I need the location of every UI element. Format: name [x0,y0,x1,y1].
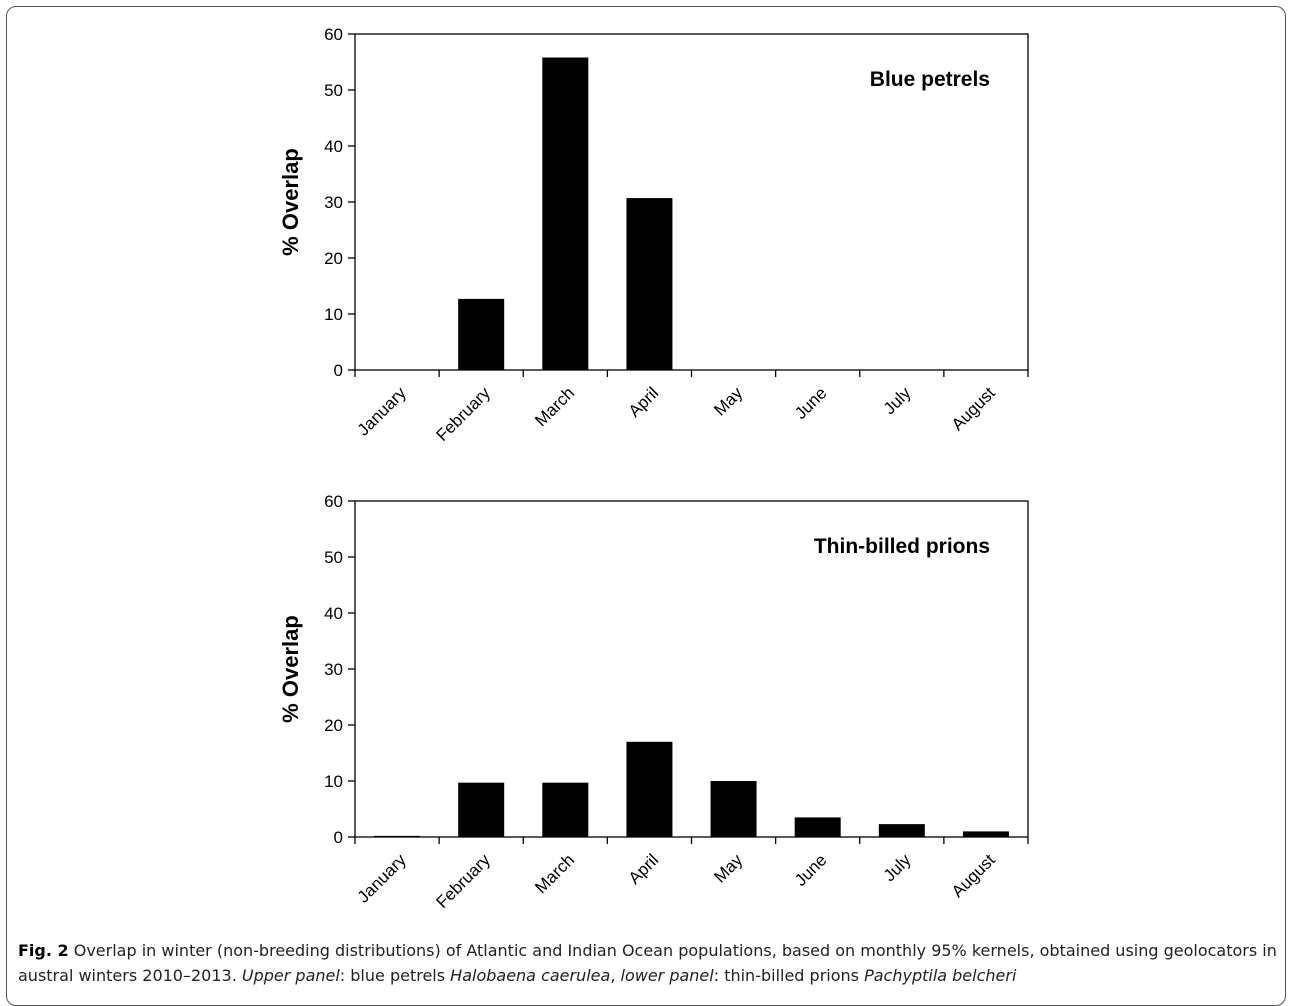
y-tick-label: 30 [324,660,343,679]
caption-text-2: : blue petrels [339,966,451,985]
y-tick-label: 60 [324,25,343,44]
x-tick-label: March [531,850,578,897]
species-1: Halobaena caerulea [450,966,611,985]
bar [962,831,1009,837]
caption-text-3: , [610,966,621,985]
y-tick-label: 40 [324,137,343,156]
figure-caption: Fig. 2 Overlap in winter (non-breeding d… [18,938,1280,988]
lower-panel-label: lower panel [620,966,714,985]
panel-title: Blue petrels [870,68,990,91]
x-tick-label: July [880,383,915,418]
x-tick-label: May [710,850,746,886]
x-tick-label: March [531,383,578,430]
bar [710,781,757,837]
bar [542,57,589,371]
x-tick-label: April [625,850,662,887]
upper-panel-label: Upper panel [241,966,340,985]
x-tick-label: July [880,850,915,885]
lower-panel: 0 10 20 30 40 50 60 January February March April Ma… [278,492,1029,912]
x-tick-label: May [710,383,746,419]
y-tick-label: 20 [324,249,343,268]
caption-text-1: Overlap in winter (non-breeding distribu… [18,941,1277,985]
fig-label: Fig. 2 [18,941,69,960]
bar [794,817,841,837]
y-tick-label: 20 [324,716,343,735]
y-tick-label: 0 [334,361,343,380]
bar [626,741,673,837]
bar [458,782,505,837]
y-tick-label: 30 [324,193,343,212]
caption-text-4: : thin-billed prions [713,966,865,985]
y-axis-label: % Overlap [278,148,303,256]
x-tick-label: January [354,850,411,907]
x-tick-label: June [791,383,831,423]
y-tick-label: 10 [324,305,343,324]
y-tick-label: 50 [324,548,343,567]
y-tick-label: 10 [324,772,343,791]
x-tick-label: June [791,850,831,890]
bar [542,782,589,837]
x-tick-label: February [432,850,494,912]
x-tick-label: August [948,383,999,434]
bar [878,824,925,837]
x-tick-label: April [625,383,662,420]
upper-panel: 0 10 20 30 40 50 60 January February March April Ma… [278,25,1029,445]
y-tick-label: 40 [324,604,343,623]
y-tick-label: 60 [324,492,343,511]
species-2: Pachyptila belcheri [864,966,1017,985]
x-tick-label: February [432,383,494,445]
panel-title: Thin-billed prions [814,535,990,558]
y-tick-label: 50 [324,81,343,100]
bar [626,198,673,370]
figure-svg: 0 10 20 30 40 50 60 January February March April Ma… [278,25,1029,912]
y-tick-label: 0 [334,828,343,847]
y-axis-label: % Overlap [278,615,303,723]
x-tick-label: January [354,383,411,440]
x-tick-label: August [948,850,999,901]
bar [458,298,505,370]
